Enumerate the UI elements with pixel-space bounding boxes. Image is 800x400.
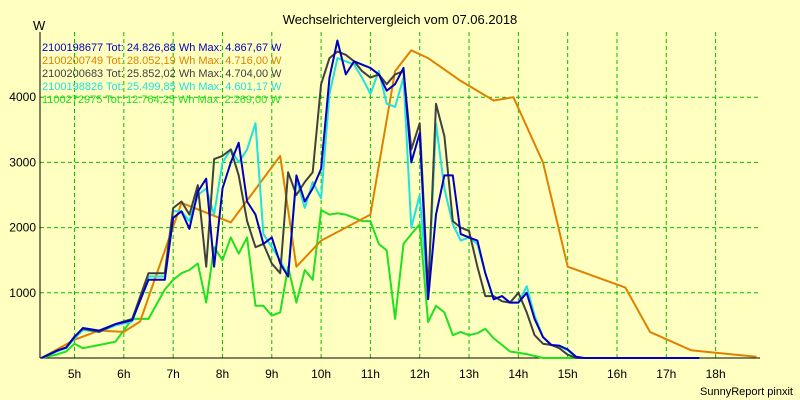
tick-labels: 1000 2000 3000 4000 5h 6h 7h 8h 9h 10h 11h 12h 13h 14… (9, 90, 725, 381)
y-tick-label: 1000 (9, 286, 36, 300)
y-tick-label: 4000 (9, 90, 36, 104)
x-tick-label: 12h (410, 367, 430, 381)
credit-label: SunnyReport pinxit (700, 386, 793, 398)
x-tick-label: 18h (706, 367, 726, 381)
x-tick-label: 17h (656, 367, 676, 381)
legend-entry-2100200683: 2100200683 Tot: 25.852,02 Wh Max: 4.704,… (42, 68, 282, 80)
legend-entry-1100272975: 1100272975 Tot: 12.764,25 Wh Max: 2.269,… (42, 94, 281, 106)
legend-entry-2100198826: 2100198826 Tot: 25.499,85 Wh Max: 4.601,… (42, 81, 282, 93)
x-tick-label: 5h (68, 367, 81, 381)
legend-entry-2100200749: 2100200749 Tot: 28.052,19 Wh Max: 4.716,… (42, 55, 282, 67)
series-line-2100200749 (41, 49, 757, 359)
x-tick-label: 10h (311, 367, 331, 381)
x-tick-label: 13h (459, 367, 479, 381)
x-tick-label: 7h (166, 367, 179, 381)
x-tick-label: 15h (558, 367, 578, 381)
x-tick-label: 14h (508, 367, 528, 381)
x-tick-label: 16h (607, 367, 627, 381)
legend: 2100198677 Tot: 24.826,88 Wh Max: 4.867,… (42, 42, 282, 106)
legend-entry-2100198677: 2100198677 Tot: 24.826,88 Wh Max: 4.867,… (42, 42, 282, 54)
x-tick-label: 9h (265, 367, 278, 381)
x-tick-label: 8h (216, 367, 229, 381)
x-tick-label: 6h (117, 367, 130, 381)
y-tick-label: 2000 (9, 221, 36, 235)
chart-title: Wechselrichtervergleich vom 07.06.2018 (283, 12, 518, 27)
series-line-2100198677 (41, 39, 700, 359)
x-tick-label: 11h (361, 367, 380, 381)
series-lines (41, 39, 757, 359)
y-axis-unit-label: W (33, 18, 46, 33)
y-tick-label: 3000 (9, 155, 36, 169)
